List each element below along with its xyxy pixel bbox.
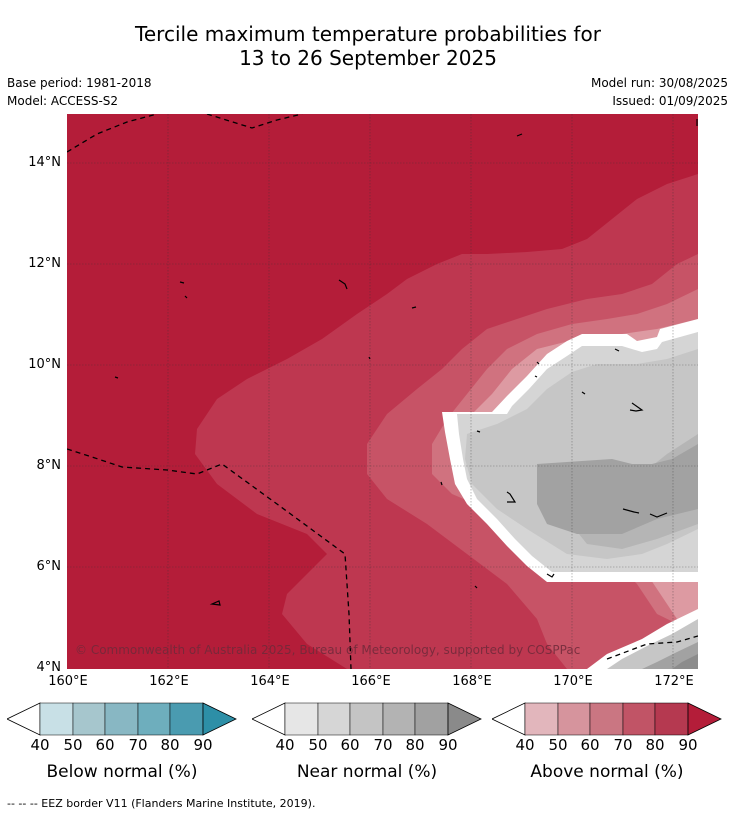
lon-label-160: 160°E (48, 674, 88, 689)
lon-label-164: 164°E (250, 674, 290, 689)
tick: 80 (645, 736, 665, 754)
lat-label-4: 4°N (36, 660, 62, 675)
colorbar-below (6, 702, 237, 740)
graticule (67, 114, 698, 669)
tick: 50 (548, 736, 568, 754)
colorbar-near-swatches (251, 702, 482, 736)
title-line-1: Tercile maximum temperature probabilitie… (135, 22, 601, 46)
lat-label-12: 12°N (28, 256, 61, 271)
base-period: Base period: 1981-2018 (7, 76, 152, 90)
map-title: Tercile maximum temperature probabilitie… (0, 22, 736, 70)
zone-near-80 (537, 444, 698, 534)
zone-near-lower-90 (672, 654, 698, 669)
tick: 90 (678, 736, 698, 754)
lon-label-172: 172°E (654, 674, 694, 689)
tick: 40 (30, 736, 50, 754)
tick: 70 (613, 736, 633, 754)
model-run: Model run: 30/08/2025 (590, 76, 728, 90)
colorbar-above-label: Above normal (%) (530, 762, 684, 782)
map-canvas (67, 114, 698, 669)
colorbar-above-swatches (491, 702, 722, 736)
model-name: Model: ACCESS-S2 (7, 94, 119, 108)
lat-label-8: 8°N (36, 458, 62, 473)
lon-label-170: 170°E (553, 674, 593, 689)
copyright-notice: © Commonwealth of Australia 2025, Bureau… (75, 643, 581, 657)
eez-legend-footer: -- -- -- EEZ border V11 (Flanders Marine… (7, 797, 316, 810)
colorbar-above (491, 702, 722, 740)
tick: 40 (275, 736, 295, 754)
colorbar-near-label: Near normal (%) (296, 762, 438, 782)
lon-label-162: 162°E (149, 674, 189, 689)
tick: 90 (193, 736, 213, 754)
tick: 70 (373, 736, 393, 754)
colorbar-below-label: Below normal (%) (46, 762, 198, 782)
lon-label-166: 166°E (351, 674, 391, 689)
lat-label-14: 14°N (28, 155, 61, 170)
colorbar-below-swatches (6, 702, 237, 736)
tick: 60 (95, 736, 115, 754)
tick: 60 (580, 736, 600, 754)
lon-label-168: 168°E (452, 674, 492, 689)
eez-border (67, 114, 698, 669)
lat-label-6: 6°N (36, 559, 62, 574)
meta-left: Base period: 1981-2018 Model: ACCESS-S2 (7, 74, 152, 110)
tick: 70 (128, 736, 148, 754)
tick: 50 (308, 736, 328, 754)
islands (114, 119, 698, 606)
probability-map: © Commonwealth of Australia 2025, Bureau… (67, 114, 698, 669)
tick: 60 (340, 736, 360, 754)
tick: 80 (160, 736, 180, 754)
issued-date: Issued: 01/09/2025 (612, 94, 728, 108)
colorbar-near (251, 702, 482, 740)
title-line-2: 13 to 26 September 2025 (239, 46, 497, 70)
meta-right: Model run: 30/08/2025 Issued: 01/09/2025 (591, 74, 728, 110)
tick: 50 (63, 736, 83, 754)
tick: 80 (405, 736, 425, 754)
tick: 90 (438, 736, 458, 754)
lat-label-10: 10°N (28, 357, 61, 372)
tick: 40 (515, 736, 535, 754)
